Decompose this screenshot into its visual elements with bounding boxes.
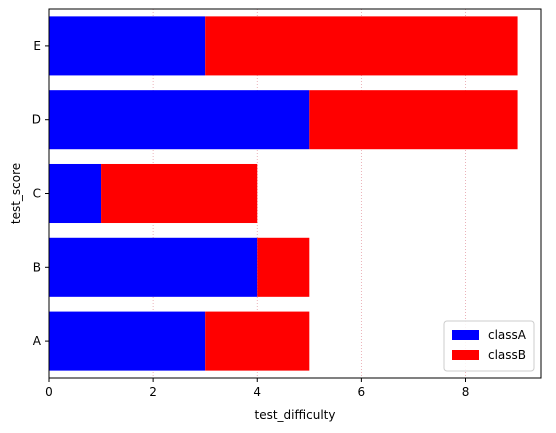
bar-classA-D	[49, 90, 310, 150]
legend: classA classB	[443, 320, 535, 372]
bar-classA-B	[49, 237, 258, 297]
x-axis-ticks: 0 2 4 6 8	[45, 378, 469, 399]
bars	[49, 16, 518, 371]
legend-swatch-classA	[452, 330, 479, 340]
y-axis-label: test_score	[9, 163, 23, 224]
bar-classA-A	[49, 311, 206, 371]
legend-label-classB: classB	[488, 348, 526, 362]
y-tick-label: E	[33, 39, 41, 53]
x-tick-label: 6	[358, 385, 366, 399]
bar-classB-B	[257, 237, 310, 297]
legend-swatch-classB	[452, 350, 479, 360]
bar-classB-E	[205, 16, 518, 76]
y-tick-label: A	[33, 334, 42, 348]
y-tick-label: C	[33, 187, 41, 201]
x-axis-label: test_difficulty	[255, 408, 336, 422]
bar-classA-C	[49, 163, 102, 224]
x-tick-label: 0	[45, 385, 53, 399]
x-tick-label: 2	[149, 385, 157, 399]
bar-classB-C	[101, 163, 258, 224]
bar-classB-A	[205, 311, 310, 371]
x-tick-label: 4	[253, 385, 261, 399]
x-tick-label: 8	[462, 385, 470, 399]
y-tick-label: D	[32, 113, 41, 127]
bar-classB-D	[309, 90, 518, 150]
bar-classA-E	[49, 16, 206, 76]
legend-label-classA: classA	[488, 328, 527, 342]
y-tick-label: B	[33, 260, 41, 274]
y-axis-ticks: A B C D E	[32, 39, 49, 348]
